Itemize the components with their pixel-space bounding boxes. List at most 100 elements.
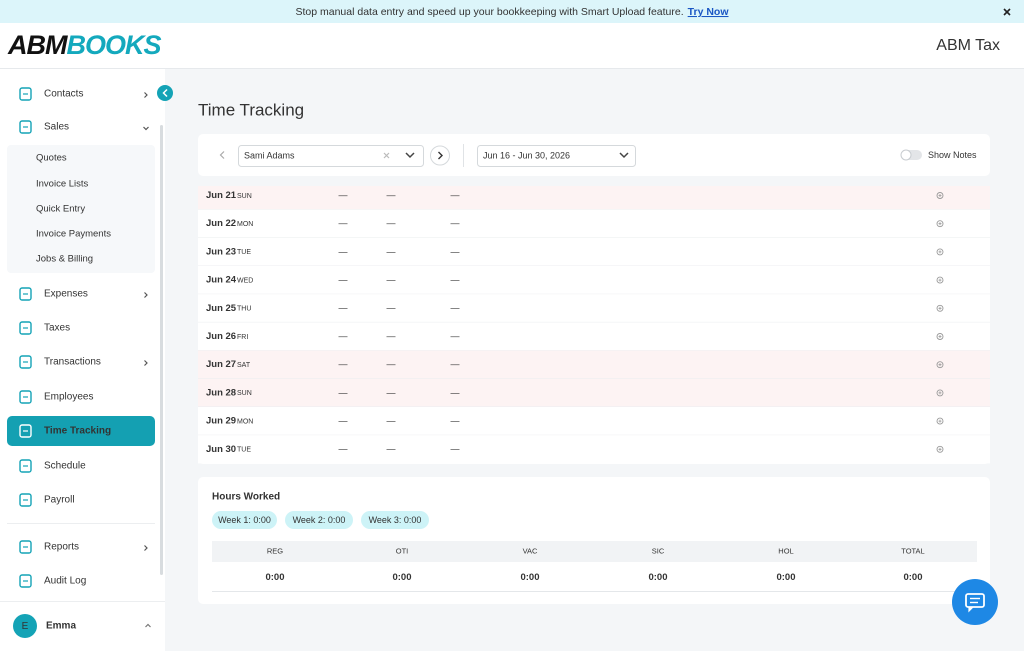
column-header: VAC — [523, 546, 538, 555]
date-range-select[interactable] — [477, 145, 636, 167]
nav-item[interactable]: Payroll — [19, 493, 75, 507]
row-day: MON — [237, 221, 253, 228]
row-background — [198, 186, 990, 210]
row-day: SAT — [237, 362, 251, 369]
chat-button[interactable] — [952, 579, 998, 625]
time-row: Jun 23 TUE — — — — [198, 237, 990, 267]
submenu-item[interactable]: Invoice Payments — [36, 229, 111, 240]
submenu-item[interactable]: Invoice Lists — [36, 179, 89, 190]
chevron — [144, 292, 148, 298]
row-day: WED — [237, 277, 253, 284]
next-button[interactable] — [430, 145, 450, 166]
user-menu[interactable]: E Emma — [13, 614, 151, 638]
column-header: REG — [267, 546, 283, 555]
clear-employee[interactable] — [383, 152, 390, 159]
column-header: OTI — [396, 546, 409, 555]
nav-item[interactable]: Transactions — [19, 355, 148, 369]
nav-item[interactable]: Contacts — [19, 87, 148, 101]
add-plus — [938, 194, 942, 197]
row-date: Jun 30 — [206, 444, 236, 455]
add-plus — [938, 278, 942, 282]
nav-item[interactable]: Audit Log — [19, 574, 86, 588]
row-cell: — — [387, 274, 396, 284]
nav-label: Employees — [44, 392, 93, 403]
add-entry[interactable] — [936, 333, 944, 340]
row-cell: — — [451, 246, 460, 256]
add-entry[interactable] — [936, 248, 944, 256]
row-cell: — — [339, 246, 348, 256]
nav-item[interactable]: Taxes — [19, 321, 70, 335]
row-background — [198, 322, 990, 351]
collapse-sidebar[interactable] — [157, 85, 173, 101]
nav-item[interactable]: Employees — [19, 390, 93, 404]
row-cell: — — [339, 274, 348, 284]
time-row: Jun 29 MON — — — — [198, 407, 990, 436]
column-header: HOL — [778, 546, 793, 555]
row-cell: — — [387, 218, 396, 228]
add-icon — [936, 445, 944, 453]
nav-icon — [19, 493, 32, 507]
row-day: MON — [237, 418, 253, 425]
nav-item[interactable]: Sales — [19, 120, 149, 134]
employee-select[interactable] — [238, 145, 424, 167]
logo[interactable]: ABMBOOKS — [7, 30, 163, 60]
nav-item[interactable]: Time Tracking — [7, 416, 155, 446]
submenu-panel — [7, 145, 155, 273]
add-entry[interactable] — [936, 192, 944, 199]
time-row: Jun 27 SAT — — — — [198, 350, 990, 380]
row-day: SUN — [237, 390, 252, 397]
nav-label: Payroll — [44, 495, 75, 506]
column-value: 0:00 — [392, 572, 411, 583]
add-entry[interactable] — [936, 304, 944, 312]
add-entry[interactable] — [936, 276, 944, 284]
nav-label: Contacts — [44, 89, 83, 100]
hours-table: Week 1: 0:00 Week 2: 0:00 Week 3: 0:00 REG 0… — [212, 511, 925, 583]
add-entry[interactable] — [936, 445, 944, 453]
show-notes-toggle[interactable] — [900, 149, 922, 161]
row-cell: — — [387, 359, 396, 369]
date-range-dropdown[interactable] — [619, 152, 629, 159]
column-value: 0:00 — [265, 572, 284, 583]
add-entry[interactable] — [936, 220, 944, 228]
row-cell: — — [339, 387, 348, 397]
nav-item[interactable]: Expenses — [19, 287, 148, 301]
prev-button[interactable] — [219, 151, 225, 159]
banner-link[interactable]: Try Now — [688, 6, 730, 18]
submenu-item[interactable]: Jobs & Billing — [36, 254, 93, 265]
add-entry[interactable] — [936, 389, 944, 397]
nav-item[interactable]: Reports — [19, 540, 148, 554]
row-cell: — — [339, 190, 348, 200]
add-entry[interactable] — [936, 417, 944, 425]
header — [0, 23, 1024, 68]
chevron — [144, 545, 148, 551]
banner-close[interactable] — [1003, 8, 1011, 16]
row-date: Jun 28 — [206, 387, 236, 398]
nav-icon — [19, 321, 32, 335]
row-cell: — — [387, 331, 396, 341]
add-plus — [938, 222, 942, 226]
column-header: SIC — [652, 546, 665, 555]
row-cell: — — [339, 331, 348, 341]
submenu-item[interactable]: Quotes — [36, 153, 67, 164]
chevron — [144, 92, 148, 98]
submenu-item[interactable]: Quick Entry — [36, 204, 85, 215]
row-cell: — — [451, 274, 460, 284]
row-cell: — — [451, 415, 460, 425]
add-entry[interactable] — [936, 361, 944, 369]
add-plus — [938, 250, 942, 254]
nav-item[interactable]: Schedule — [19, 459, 86, 473]
user-initial: E — [22, 621, 29, 632]
time-row: Jun 25 THU — — — — [198, 294, 990, 323]
nav-label: Time Tracking — [44, 426, 111, 437]
nav-icon — [19, 390, 32, 404]
row-cell: — — [451, 359, 460, 369]
nav-icon — [19, 574, 32, 588]
show-notes-label: Show Notes — [928, 150, 977, 160]
row-cell: — — [387, 387, 396, 397]
add-plus — [938, 306, 942, 310]
row-date: Jun 23 — [206, 246, 236, 257]
employee-dropdown[interactable] — [405, 152, 415, 159]
chevron — [144, 360, 148, 366]
add-plus — [938, 447, 942, 451]
